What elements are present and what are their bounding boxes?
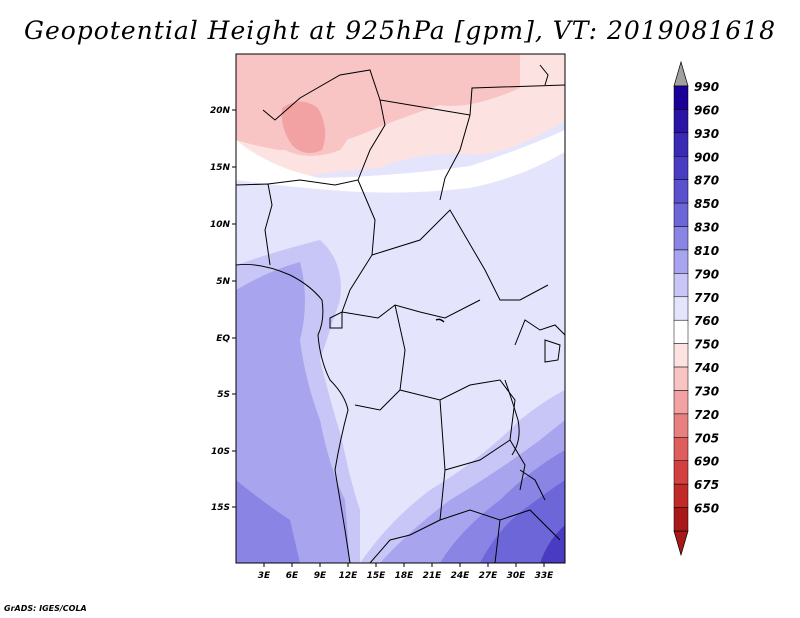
colorbar-swatch xyxy=(673,249,689,274)
lon-label: 3E xyxy=(258,571,271,581)
map-title: Geopotential Height at 925hPa [gpm], VT:… xyxy=(23,16,777,45)
lon-label: 27E xyxy=(479,571,499,581)
lat-label: 10N xyxy=(210,220,231,230)
colorbar-label: 720 xyxy=(694,408,719,422)
lon-label: 12E xyxy=(339,571,359,581)
colorbar-label: 850 xyxy=(694,197,719,211)
colorbar-label: 870 xyxy=(694,174,719,188)
colorbar-swatch xyxy=(673,296,689,321)
colorbar-swatch xyxy=(673,319,689,344)
colorbar-swatch xyxy=(673,483,689,508)
lon-label: 30E xyxy=(507,571,527,581)
colorbar: 990 960 930 900 870 850 830 810 790 770 760 750 740 7… xyxy=(673,60,719,557)
colorbar-label: 690 xyxy=(694,455,719,469)
lat-label: 5N xyxy=(216,277,230,287)
colorbar-bottom-arrow xyxy=(673,530,689,557)
lon-label: 15E xyxy=(367,571,387,581)
lon-label: 24E xyxy=(451,571,471,581)
longitude-labels: 3E 6E 9E 12E 15E 18E 21E 24E 27E 30E 33E xyxy=(258,571,554,581)
colorbar-label: 675 xyxy=(694,478,719,492)
colorbar-swatch xyxy=(673,507,689,532)
colorbar-swatch xyxy=(673,343,689,368)
colorbar-label: 650 xyxy=(694,502,719,516)
colorbar-label: 830 xyxy=(694,221,719,235)
lat-label: 5S xyxy=(217,390,230,400)
colorbar-label: 750 xyxy=(694,338,719,352)
colorbar-label: 740 xyxy=(694,361,719,375)
colorbar-swatch xyxy=(673,273,689,298)
lon-label: 18E xyxy=(395,571,415,581)
colorbar-swatch xyxy=(673,202,689,227)
axis-ticks xyxy=(232,109,545,567)
lat-label: EQ xyxy=(216,334,230,344)
colorbar-swatch xyxy=(673,85,689,110)
colorbar-swatch xyxy=(673,132,689,157)
footer-credit: GrADS: IGES/COLA xyxy=(4,604,87,613)
lon-label: 33E xyxy=(535,571,555,581)
colorbar-label: 930 xyxy=(694,127,719,141)
lon-label: 6E xyxy=(286,571,299,581)
colorbar-swatch xyxy=(673,366,689,391)
lon-label: 21E xyxy=(423,571,443,581)
boundaries xyxy=(236,64,565,563)
colorbar-label: 960 xyxy=(694,103,719,117)
map-frame xyxy=(235,53,566,564)
colorbar-swatch xyxy=(673,226,689,251)
colorbar-swatch xyxy=(673,460,689,485)
lat-label: 15S xyxy=(211,503,230,513)
colorbar-swatch xyxy=(673,156,689,180)
colorbar-label: 810 xyxy=(694,244,719,258)
colorbar-top-arrow xyxy=(673,60,689,87)
colorbar-label: 760 xyxy=(694,314,719,328)
colorbar-swatch xyxy=(673,437,689,461)
latitude-labels: 20N 15N 10N 5N EQ 5S 10S 15S xyxy=(210,106,231,513)
height-field xyxy=(236,54,565,563)
lon-label: 9E xyxy=(314,571,327,581)
lat-label: 15N xyxy=(210,163,231,173)
colorbar-label: 705 xyxy=(694,431,719,445)
lat-label: 10S xyxy=(211,447,230,457)
colorbar-swatch xyxy=(673,413,689,438)
colorbar-label: 770 xyxy=(694,291,719,305)
colorbar-swatch xyxy=(673,390,689,415)
colorbar-swatch xyxy=(673,179,689,204)
lat-label: 20N xyxy=(210,106,231,116)
colorbar-label: 790 xyxy=(694,267,719,281)
colorbar-label: 990 xyxy=(694,80,719,94)
colorbar-label: 900 xyxy=(694,150,719,164)
colorbar-swatch xyxy=(673,109,689,134)
colorbar-label: 730 xyxy=(694,384,719,398)
